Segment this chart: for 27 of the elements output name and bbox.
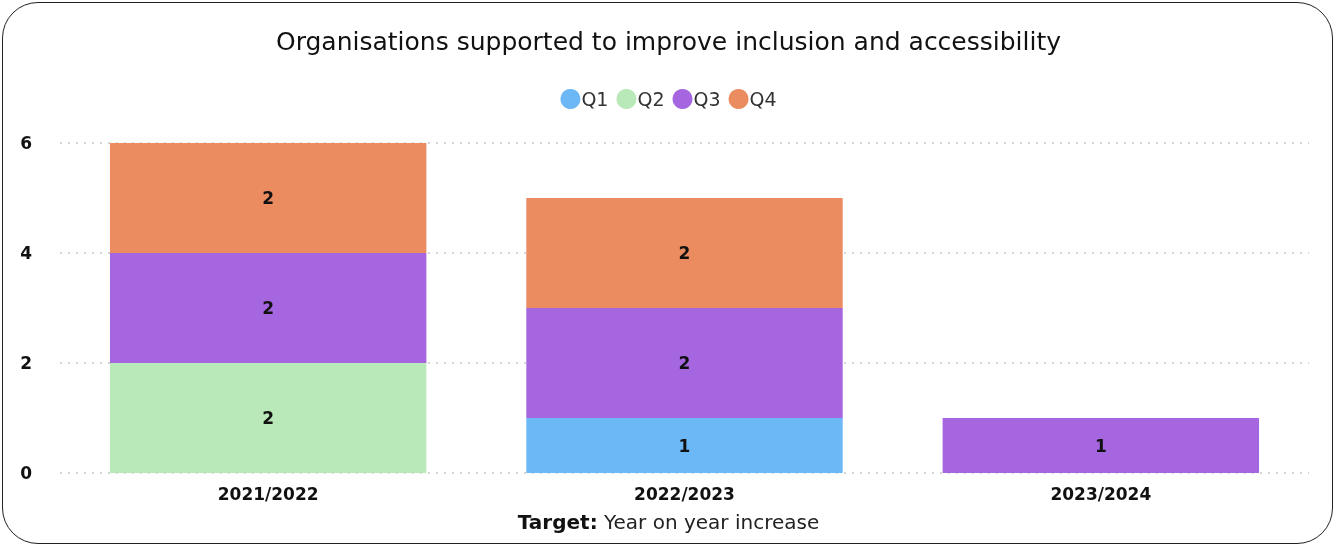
bar: [109, 143, 427, 253]
y-tick-label: 2: [20, 353, 32, 373]
legend-label: Q1: [581, 88, 609, 110]
data-label: 1: [678, 435, 691, 456]
data-label: 2: [678, 243, 691, 263]
bar: [526, 308, 843, 418]
legend-label: Q2: [637, 88, 665, 110]
data-label: 2: [262, 298, 275, 318]
bar: [109, 253, 427, 363]
data-label: 2: [678, 353, 691, 373]
bar: [942, 418, 1260, 473]
legend-label: Q3: [693, 88, 721, 110]
chart-title: Organisations supported to improve inclusion and accessibility: [275, 27, 1062, 56]
text: Target: Year on year increase: [517, 510, 820, 534]
bar: [109, 363, 427, 473]
x-tick-label: 2021/2022: [217, 483, 319, 504]
y-tick-label: 6: [20, 133, 32, 153]
x-tick-label: 2022/2023: [634, 483, 735, 504]
legend-label: Q4: [749, 88, 777, 110]
data-label: 2: [262, 188, 275, 208]
y-tick-label: 0: [20, 463, 33, 483]
y-tick-label: 4: [20, 243, 33, 263]
data-label: 2: [262, 408, 275, 428]
bar: [526, 418, 843, 473]
data-label: 1: [1094, 435, 1107, 456]
x-tick-label: 2023/2024: [1050, 483, 1152, 504]
bar: [526, 198, 843, 308]
